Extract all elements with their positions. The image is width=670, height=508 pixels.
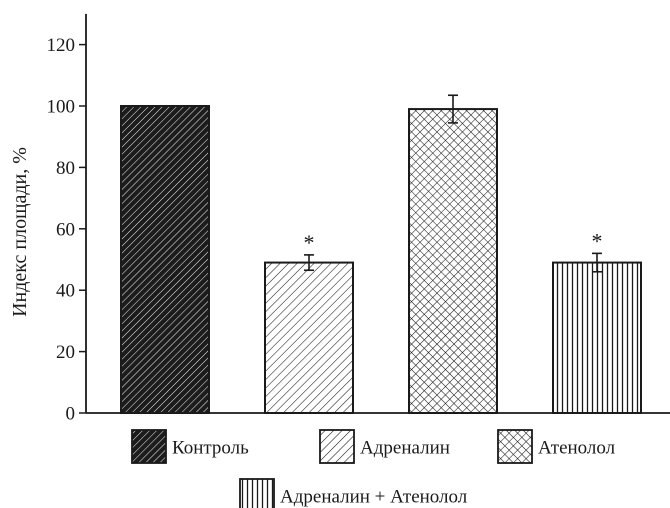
legend: Контроль Адреналин Атенолол Адреналин + Ате… [131,429,616,508]
y-tick-label: 0 [66,404,76,425]
y-tick-label: 40 [56,281,75,302]
bar-2 [264,261,354,414]
bar-1 [120,105,210,414]
legend-label-1: Контроль [172,438,249,459]
legend-label-4: Адреналин + Атенолол [280,487,468,508]
y-tick-label: 100 [47,97,76,118]
bar-4 [552,261,642,414]
y-tick-label: 120 [47,35,76,56]
legend-label-3: Атенолол [538,438,616,459]
legend-label-2: Адреналин [360,438,450,459]
significance-marker: * [592,228,603,253]
legend-swatch-2 [319,429,355,464]
y-tick-label: 60 [56,219,75,240]
y-axis: 0 20 40 60 80 100 120 [47,13,87,425]
y-axis-label: Индекс площади, % [9,147,31,317]
legend-swatch-1 [131,429,167,464]
bar-3 [408,108,498,414]
y-tick-label: 20 [56,342,75,363]
y-tick-label: 80 [56,158,75,179]
legend-swatch-4 [239,478,275,508]
bars-group: * * [120,94,642,414]
significance-marker: * [304,230,315,255]
legend-swatch-3 [497,429,533,464]
